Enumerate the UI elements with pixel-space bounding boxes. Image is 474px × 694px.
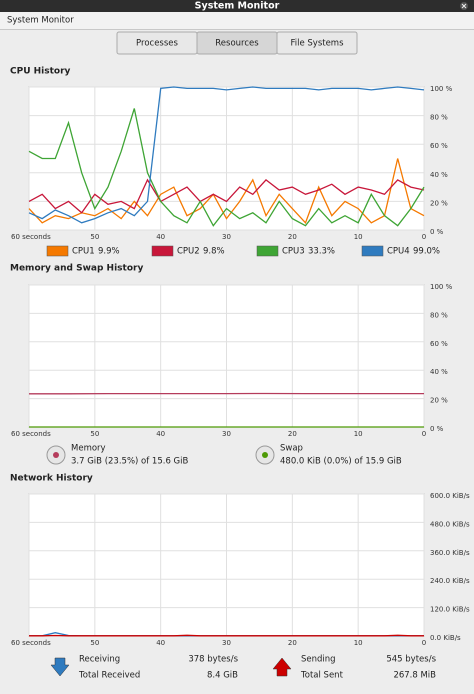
x-tick-label: 10: [354, 430, 363, 438]
x-tick-label: 30: [222, 639, 231, 647]
y-tick-label: 40 %: [430, 171, 448, 179]
y-tick-label: 0 %: [430, 425, 444, 433]
menu-title[interactable]: System Monitor: [7, 16, 74, 26]
legend-rate: 545 bytes/s: [386, 655, 436, 665]
x-tick-label: 50: [90, 639, 99, 647]
x-tick-label: 20: [288, 233, 297, 241]
legend-dot: [262, 452, 268, 458]
legend-total: 267.8 MiB: [393, 671, 436, 681]
y-tick-label: 60 %: [430, 340, 448, 348]
legend-name: CPU3: [282, 247, 305, 257]
y-tick-label: 480.0 KiB/s: [430, 520, 470, 528]
legend-value: 3.7 GiB (23.5%) of 15.6 GiB: [71, 457, 189, 467]
data-line: [28, 108, 425, 227]
legend-swatch[interactable]: [256, 245, 279, 257]
legend-value: 9.9%: [98, 247, 120, 257]
x-tick-label: 40: [156, 639, 165, 647]
legend-name: CPU1: [72, 247, 95, 257]
legend-value: 9.8%: [203, 247, 225, 257]
legend-name: Receiving: [79, 655, 120, 665]
legend-arrow[interactable]: [50, 657, 70, 677]
x-tick-label: 60 seconds: [11, 233, 51, 241]
legend-rate: 378 bytes/s: [188, 655, 238, 665]
legend-name: CPU4: [387, 247, 410, 257]
x-tick-label: 30: [222, 430, 231, 438]
data-line: [28, 86, 425, 224]
window-title: System Monitor: [195, 1, 280, 12]
x-tick-label: 50: [90, 430, 99, 438]
legend-arrow[interactable]: [272, 657, 292, 677]
y-tick-label: 0 %: [430, 228, 444, 236]
menu-bar: [0, 12, 474, 29]
x-tick-label: 0: [422, 639, 426, 647]
tab-label[interactable]: Resources: [215, 39, 259, 49]
tab-label[interactable]: File Systems: [290, 39, 344, 49]
title-bar: [0, 0, 474, 12]
y-tick-label: 120.0 KiB/s: [430, 606, 470, 614]
y-tick-label: 100 %: [430, 85, 453, 93]
x-tick-label: 50: [90, 233, 99, 241]
data-line: [29, 634, 424, 637]
legend-swatch[interactable]: [361, 245, 384, 257]
x-tick-label: 60 seconds: [11, 639, 51, 647]
y-tick-label: 20 %: [430, 199, 448, 207]
y-tick-label: 100 %: [430, 283, 453, 291]
legend-total: 8.4 GiB: [207, 671, 238, 681]
data-line: [28, 158, 425, 225]
x-tick-label: 30: [222, 233, 231, 241]
legend-name: Memory: [71, 444, 106, 454]
section-title: CPU History: [10, 67, 71, 77]
data-line: [28, 178, 425, 214]
section-title: Network History: [10, 474, 93, 484]
x-tick-label: 0: [422, 430, 426, 438]
legend-swatch[interactable]: [151, 245, 174, 257]
y-tick-label: 240.0 KiB/s: [430, 577, 470, 585]
legend-swatch[interactable]: [46, 245, 69, 257]
y-tick-label: 360.0 KiB/s: [430, 549, 470, 557]
x-tick-label: 20: [288, 639, 297, 647]
tab[interactable]: [276, 31, 358, 55]
x-tick-label: 60 seconds: [11, 430, 51, 438]
x-tick-label: 40: [156, 233, 165, 241]
close-icon: [461, 3, 467, 9]
legend-value: 480.0 KiB (0.0%) of 15.9 GiB: [280, 457, 402, 467]
y-tick-label: 600.0 KiB/s: [430, 492, 470, 500]
legend-name: Sending: [301, 655, 336, 665]
x-tick-label: 10: [354, 639, 363, 647]
y-tick-label: 20 %: [430, 397, 448, 405]
legend-total-name: Total Sent: [300, 671, 344, 681]
x-tick-label: 10: [354, 233, 363, 241]
y-tick-label: 60 %: [430, 142, 448, 150]
x-tick-label: 20: [288, 430, 297, 438]
section-title: Memory and Swap History: [10, 264, 143, 274]
legend-value: 33.3%: [308, 247, 335, 257]
y-tick-label: 80 %: [430, 114, 448, 122]
y-tick-label: 40 %: [430, 368, 448, 376]
tab-label[interactable]: Processes: [136, 39, 178, 49]
legend-name: CPU2: [177, 247, 200, 257]
legend-name: Swap: [280, 444, 303, 454]
legend-total-name: Total Received: [78, 671, 140, 681]
legend-value: 99.0%: [413, 247, 440, 257]
y-tick-label: 80 %: [430, 311, 448, 319]
y-tick-label: 0.0 KiB/s: [430, 634, 461, 642]
legend-dot: [53, 452, 59, 458]
x-tick-label: 40: [156, 430, 165, 438]
x-tick-label: 0: [422, 233, 426, 241]
